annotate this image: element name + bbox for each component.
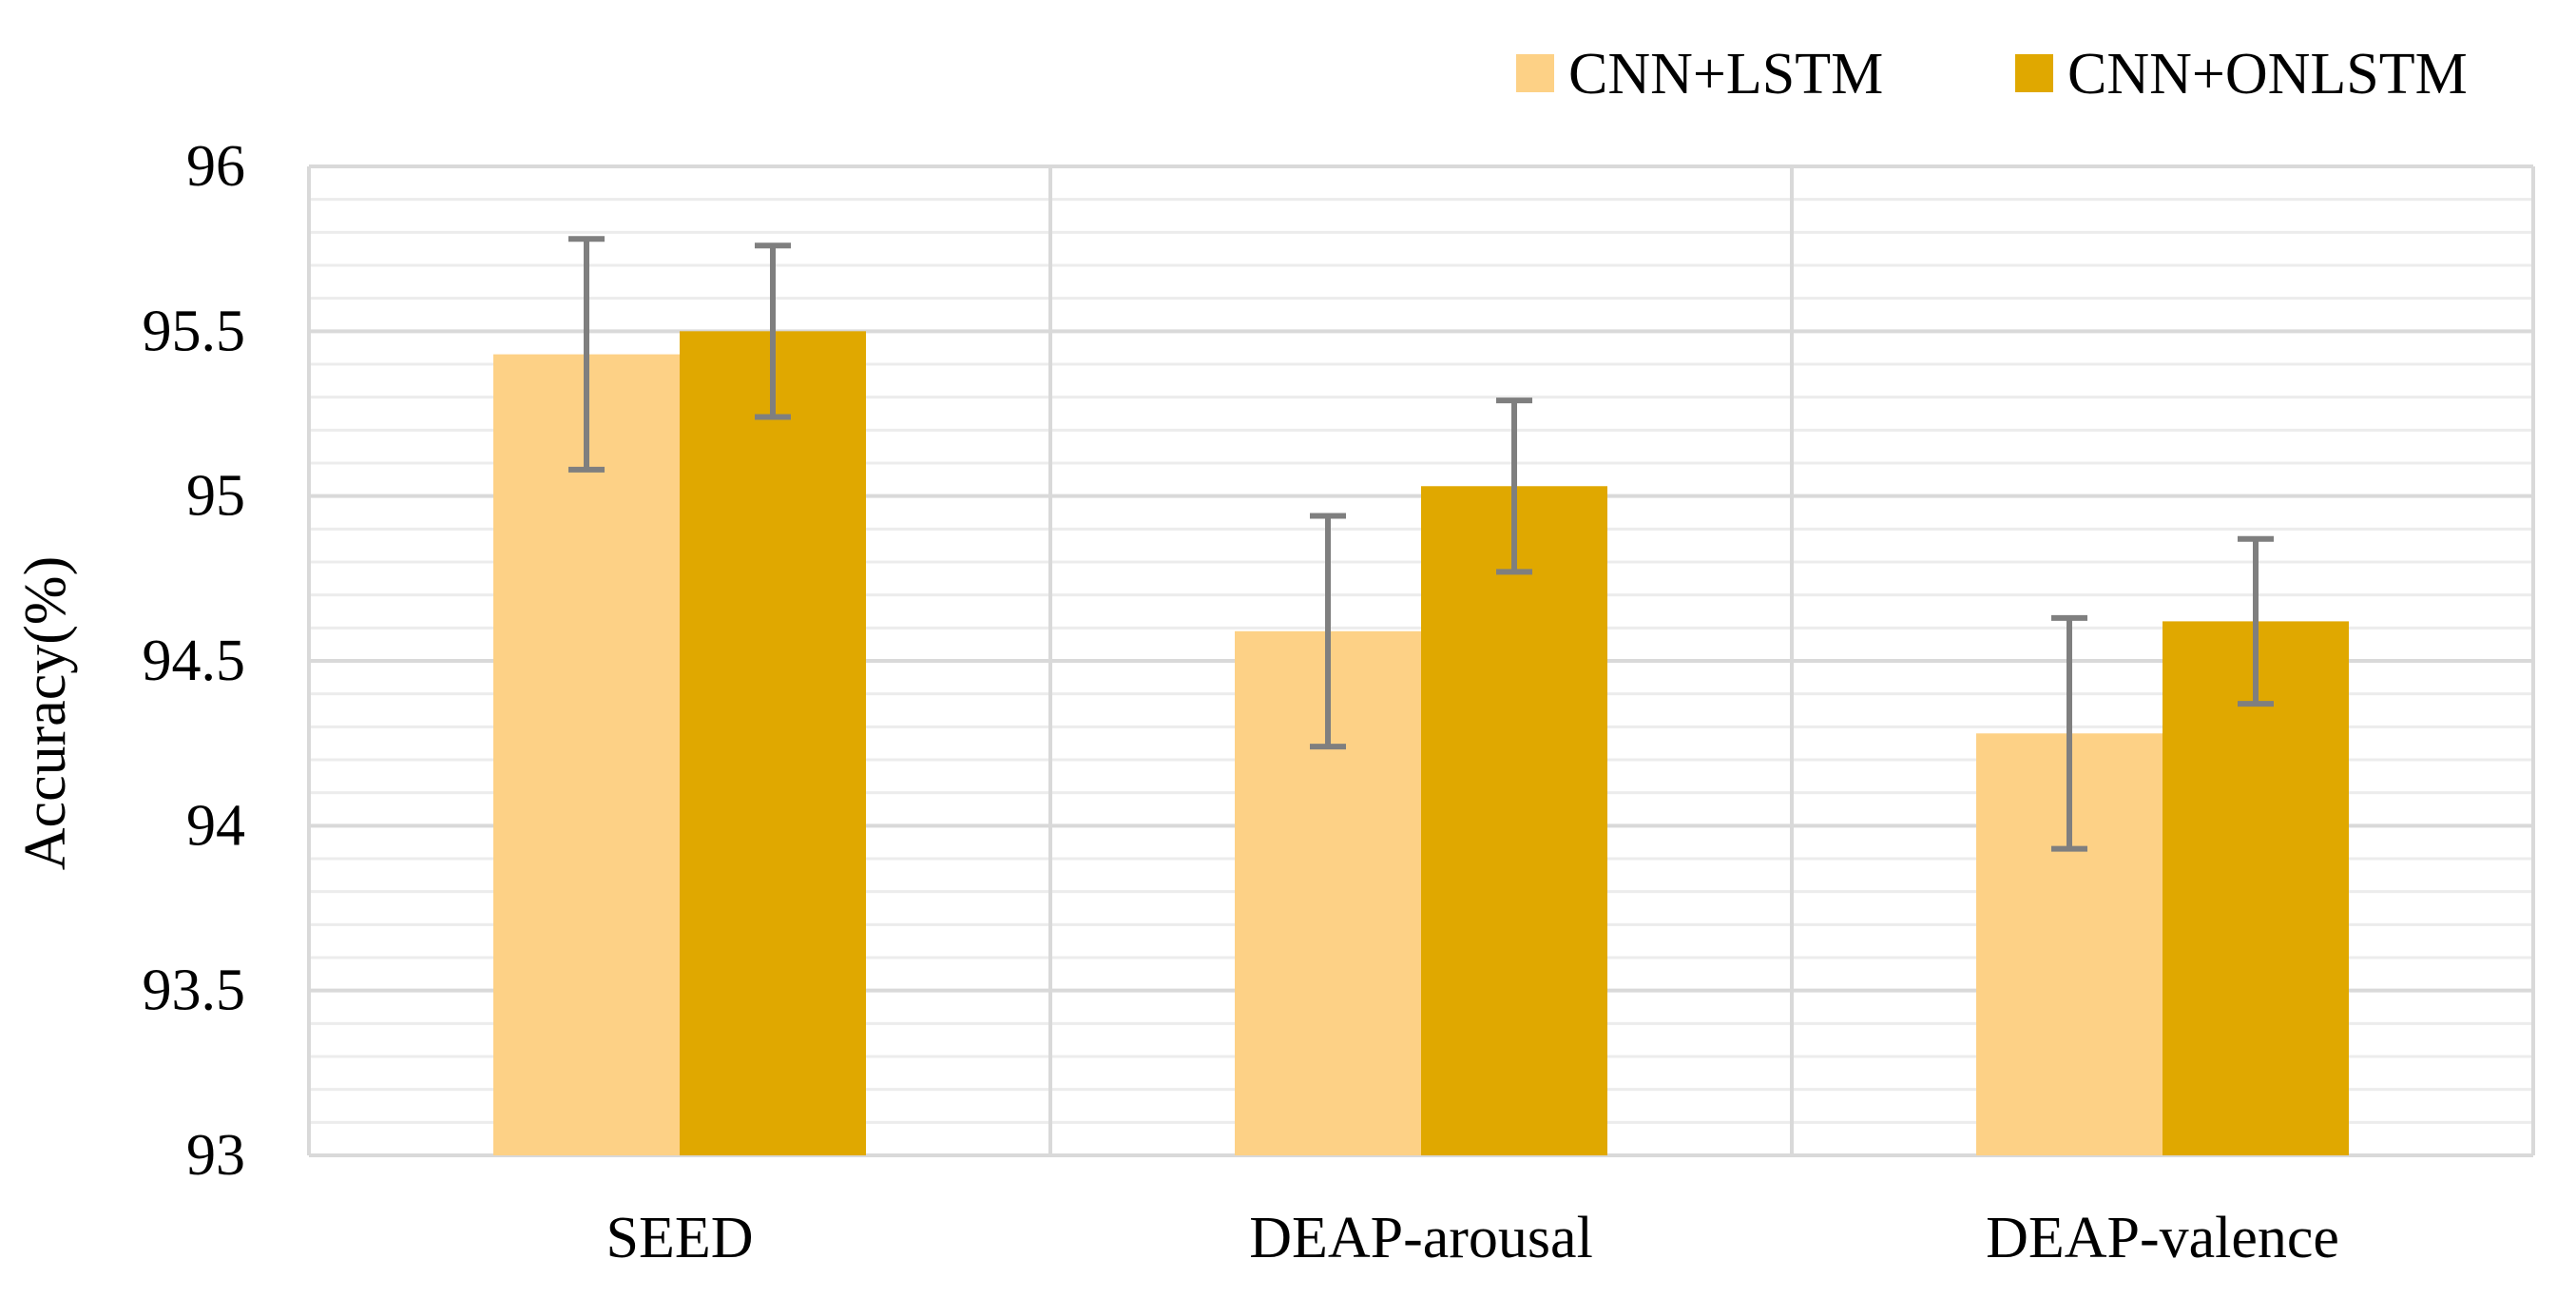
- y-axis-title: Accuracy(%): [13, 556, 78, 870]
- bar-cnn-onlstm-deap-valence: [2163, 621, 2349, 1155]
- y-tick-label: 96: [186, 134, 245, 199]
- bar-cnn-onlstm-deap-arousal: [1421, 486, 1607, 1155]
- legend: CNN+LSTM CNN+ONLSTM: [1516, 42, 2468, 107]
- error-bar: [568, 236, 605, 473]
- legend-label: CNN+LSTM: [1568, 42, 1883, 107]
- y-tick-labels: 93 93.5 94 94.5 95 95.5 96: [143, 134, 246, 1188]
- legend-item: CNN+ONLSTM: [2015, 42, 2468, 107]
- error-bar: [2238, 535, 2274, 707]
- y-tick-label: 95.5: [143, 299, 246, 363]
- y-tick-label: 95: [186, 464, 245, 529]
- error-bar: [755, 242, 791, 420]
- y-tick-label: 93: [186, 1123, 245, 1188]
- legend-item: CNN+LSTM: [1516, 42, 1883, 107]
- error-bar: [2051, 614, 2087, 852]
- legend-swatch: [2015, 54, 2053, 92]
- bars: [493, 331, 2349, 1156]
- y-tick-label: 94: [186, 793, 245, 858]
- x-category-label: DEAP-arousal: [1249, 1206, 1593, 1270]
- error-bars: [568, 236, 2274, 852]
- x-category-labels: SEED DEAP-arousal DEAP-valence: [606, 1206, 2339, 1270]
- x-category-label: DEAP-valence: [1986, 1206, 2339, 1270]
- y-tick-label: 93.5: [143, 959, 246, 1023]
- y-tick-label: 94.5: [143, 629, 246, 693]
- legend-label: CNN+ONLSTM: [2067, 42, 2468, 107]
- category-separators: [307, 166, 2535, 1155]
- error-bar: [1310, 513, 1346, 750]
- bar-cnn-onlstm-seed: [680, 331, 866, 1155]
- x-category-label: SEED: [606, 1206, 754, 1270]
- legend-swatch: [1516, 54, 1554, 92]
- bar-cnn-lstm-seed: [493, 354, 680, 1156]
- error-bar: [1496, 397, 1532, 575]
